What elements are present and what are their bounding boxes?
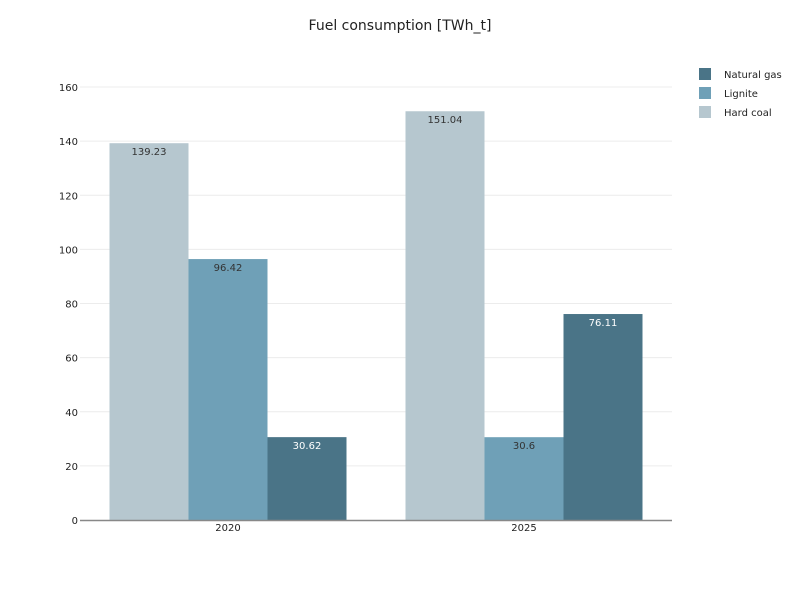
bar-lignite-2020 (188, 259, 268, 520)
x-tick-label: 2020 (215, 523, 240, 534)
data-labels: 139.23 96.42 30.62 151.04 30.6 76.11 (132, 115, 618, 452)
y-tick-label: 60 (65, 354, 78, 365)
y-tick-label: 80 (65, 300, 78, 311)
legend-swatch (699, 106, 711, 118)
bar-hard-coal-2020 (109, 143, 189, 521)
legend-label: Hard coal (724, 108, 772, 119)
y-tick-label: 120 (59, 191, 78, 202)
y-tick-label: 160 (59, 83, 78, 94)
legend-swatch (699, 87, 711, 99)
y-tick-label: 40 (65, 408, 78, 419)
data-label: 139.23 (132, 147, 167, 158)
y-tick-label: 140 (59, 137, 78, 148)
y-tick-label: 100 (59, 245, 78, 256)
y-tick-label: 0 (72, 516, 78, 527)
bar-lignite-2025 (484, 437, 564, 520)
bars (109, 111, 643, 521)
legend-label: Lignite (724, 89, 758, 100)
chart-title: Fuel consumption [TWh_t] (309, 18, 492, 34)
legend-label: Natural gas (724, 70, 782, 81)
legend-swatch (699, 68, 711, 80)
bar-hard-coal-2025 (405, 111, 485, 521)
legend: Natural gas Lignite Hard coal (699, 68, 782, 119)
axes: 0 20 40 60 80 100 120 140 160 2020 2025 (59, 83, 672, 534)
data-label: 30.6 (513, 441, 535, 452)
bar-natural-gas-2020 (267, 437, 347, 520)
bar-natural-gas-2025 (563, 314, 643, 520)
data-label: 151.04 (428, 115, 463, 126)
y-tick-label: 20 (65, 462, 78, 473)
data-label: 76.11 (589, 318, 618, 329)
x-tick-label: 2025 (511, 523, 536, 534)
data-label: 30.62 (293, 441, 322, 452)
data-label: 96.42 (214, 263, 243, 274)
